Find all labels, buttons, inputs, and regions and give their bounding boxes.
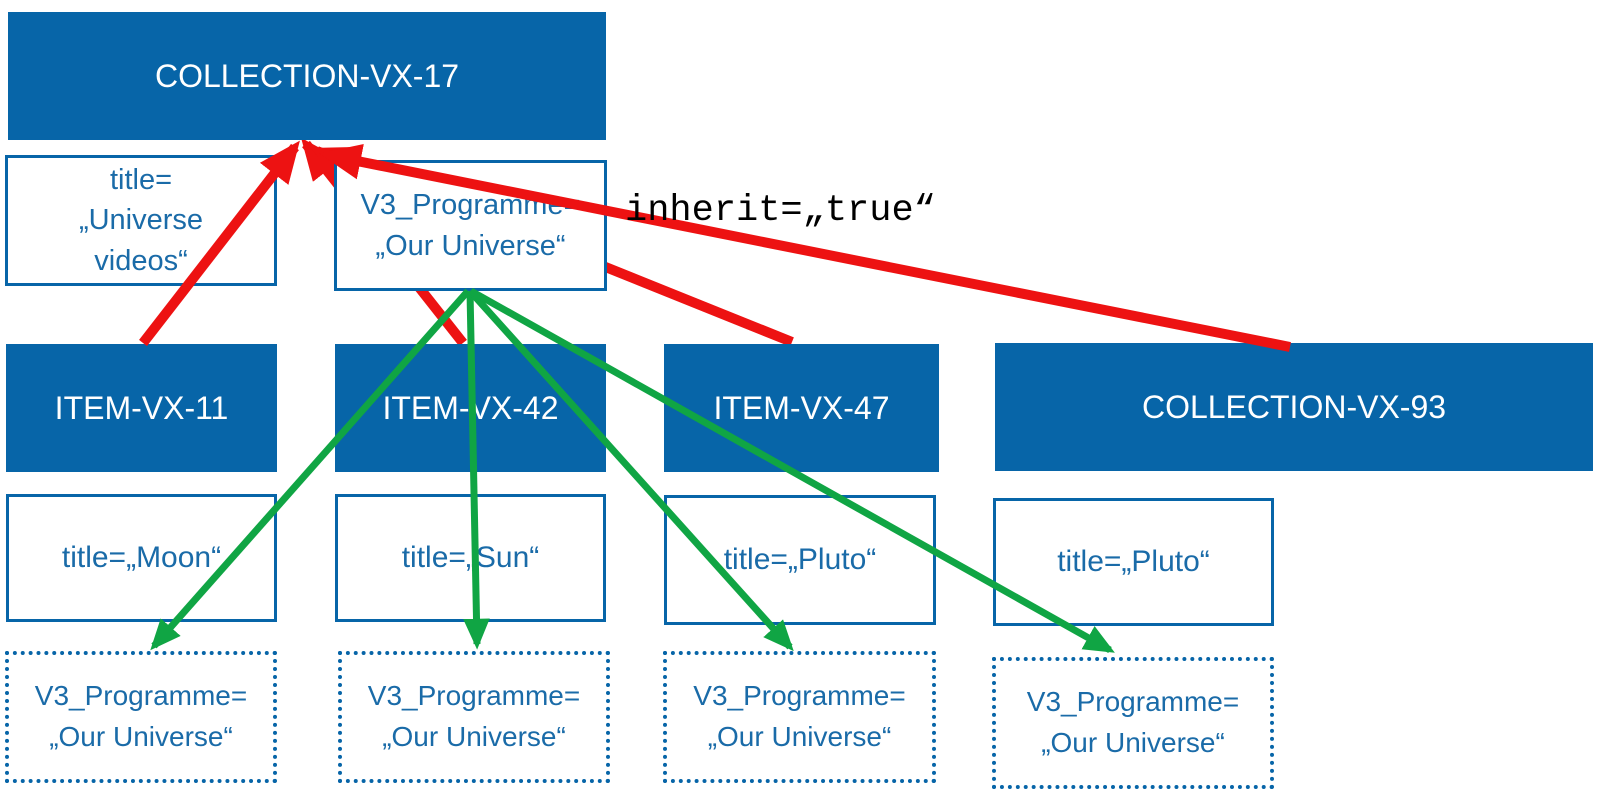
attr-line: „Our Universe“	[1041, 727, 1225, 758]
item-box-vx-47: ITEM-VX-47	[664, 344, 939, 472]
item-box-label: ITEM-VX-42	[382, 389, 559, 426]
attr-line: V3_Programme=	[693, 680, 906, 712]
collection-box-vx-93: COLLECTION-VX-93	[995, 343, 1593, 471]
inherited-programme-box-1: V3_Programme= „Our Universe“	[5, 651, 277, 783]
attr-line: „Our Universe“	[382, 721, 566, 752]
attr-line: „Our Universe“	[707, 721, 892, 752]
collection-box-root-label: COLLECTION-VX-17	[154, 57, 460, 94]
title-attr-box-sun: title=„Sun“	[335, 494, 606, 622]
item-box-vx-42: ITEM-VX-42	[335, 344, 606, 472]
attr-line: title=„Pluto“	[1057, 545, 1210, 579]
title-attr-box-pluto-2: title=„Pluto“	[993, 498, 1274, 626]
title-attr-box-moon: title=„Moon“	[6, 494, 277, 622]
attr-line: title=	[109, 164, 173, 197]
attr-line: „Our Universe“	[375, 229, 566, 262]
attr-line: videos“	[94, 244, 188, 277]
collection-box-root: COLLECTION-VX-17	[8, 12, 606, 140]
inherited-programme-box-4: V3_Programme= „Our Universe“	[992, 657, 1274, 789]
programme-attr-box-root: V3_Programme= „Our Universe“	[334, 160, 607, 291]
attr-line: „Our Universe“	[49, 721, 233, 752]
item-box-label: ITEM-VX-47	[713, 389, 890, 426]
title-attr-box-pluto-1: title=„Pluto“	[664, 495, 936, 625]
collection-box-label: COLLECTION-VX-93	[1141, 388, 1447, 425]
attr-line: title=„Sun“	[401, 541, 540, 575]
item-box-label: ITEM-VX-11	[54, 389, 229, 426]
inherit-true-label: inherit=„true“	[625, 190, 936, 232]
attr-line: V3_Programme=	[360, 189, 581, 222]
inherited-programme-box-2: V3_Programme= „Our Universe“	[338, 651, 610, 783]
title-attr-box-root: title= „Universe videos“	[5, 155, 277, 286]
attr-line: V3_Programme=	[1026, 686, 1240, 718]
attr-line: V3_Programme=	[34, 680, 248, 712]
item-box-vx-11: ITEM-VX-11	[6, 344, 277, 472]
attr-line: title=„Moon“	[61, 541, 222, 575]
inherited-programme-box-3: V3_Programme= „Our Universe“	[663, 651, 936, 783]
attr-line: „Universe	[78, 204, 204, 237]
attr-line: V3_Programme=	[367, 680, 581, 712]
attr-line: title=„Pluto“	[723, 543, 877, 577]
